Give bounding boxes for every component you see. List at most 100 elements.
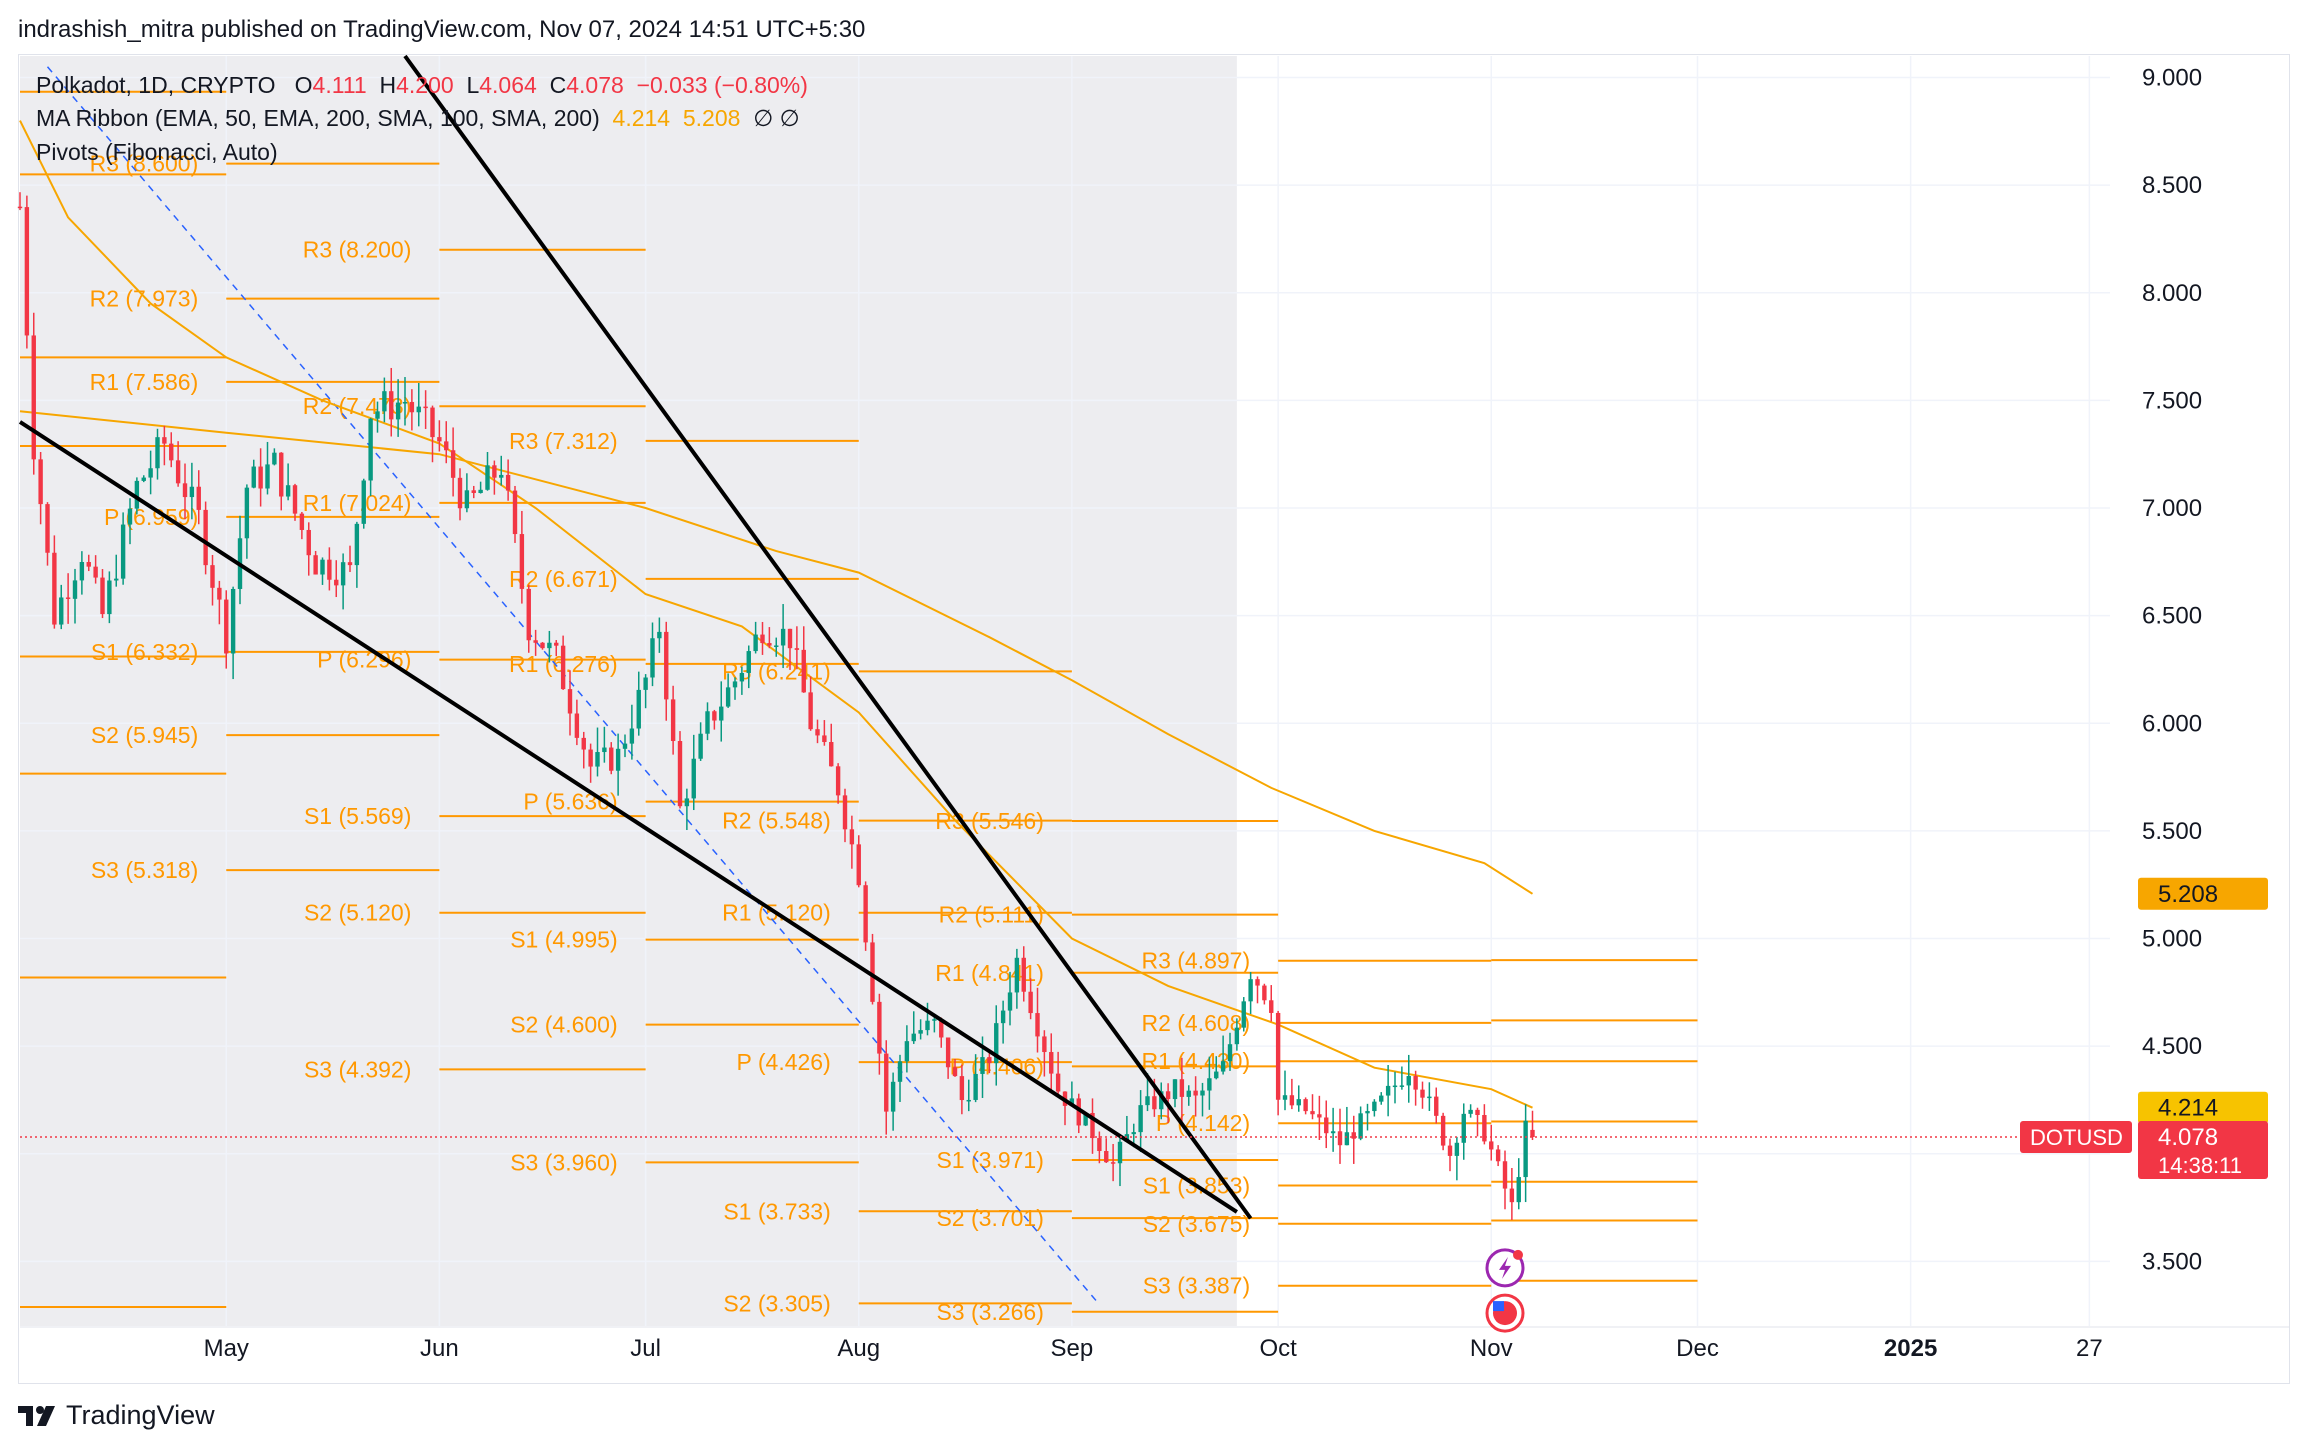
candle-body (560, 645, 566, 690)
pivot-label: R3 (8.600) (90, 151, 199, 177)
candle-body (581, 737, 586, 750)
candle-body (1220, 1061, 1226, 1072)
pivot-label: S3 (3.387) (1143, 1273, 1250, 1299)
tradingview-logo[interactable]: TradingView (18, 1400, 215, 1431)
legend-pivots[interactable]: Pivots (Fibonacci, Auto) (36, 139, 278, 166)
pivot-label: S3 (5.318) (91, 857, 198, 883)
candle-body (1214, 1071, 1219, 1079)
pivot-label: S1 (3.971) (936, 1147, 1043, 1173)
candle-body (808, 692, 813, 730)
candle-body (230, 588, 236, 654)
candle-body (1406, 1076, 1411, 1086)
candle-body (684, 798, 690, 807)
x-tick-label: Nov (1470, 1335, 1513, 1362)
candle-body (519, 534, 525, 589)
legend-o-value: 4.111 (312, 72, 367, 98)
candle-body (932, 1019, 937, 1021)
pivot-label: R3 (4.897) (1141, 948, 1250, 974)
candle-body (203, 509, 208, 566)
candle-body (169, 443, 174, 461)
publisher-line: indrashish_mitra published on TradingVie… (18, 16, 866, 43)
candle-body (760, 634, 765, 644)
candle-body (1076, 1098, 1081, 1126)
channel-upper (18, 420, 1238, 1214)
candle-body (127, 508, 133, 525)
candle-body (1117, 1141, 1123, 1164)
x-tick-label: 27 (2076, 1335, 2103, 1362)
candle-body (657, 631, 662, 639)
candle-body (1372, 1101, 1377, 1112)
candle-body (210, 565, 215, 588)
candle-body (911, 1033, 916, 1042)
candle-body (1482, 1115, 1487, 1142)
candle-body (196, 486, 201, 510)
candle-body (1509, 1188, 1515, 1203)
candle-body (182, 483, 188, 498)
candle-body (492, 465, 497, 478)
candle-body (107, 580, 112, 615)
pivot-label: R1 (4.841) (935, 960, 1044, 986)
candle-body (753, 634, 758, 652)
pivot-label: R2 (7.473) (303, 393, 412, 419)
candle-body (794, 648, 800, 650)
candle-body (1090, 1112, 1095, 1139)
candle-body (265, 464, 270, 489)
candle-body (1434, 1096, 1439, 1116)
lightning-icon (1499, 1256, 1511, 1279)
pivot-label: R2 (5.548) (722, 808, 831, 834)
legend-l-value: 4.064 (479, 72, 537, 98)
candle-body (292, 485, 298, 514)
candle-body (939, 1019, 944, 1038)
candle-body (1337, 1131, 1343, 1146)
y-tick-label: 7.000 (2142, 495, 2202, 522)
candle-body (767, 643, 772, 646)
candle-body (279, 452, 284, 497)
candle-body (272, 452, 277, 465)
candle-body (512, 490, 518, 535)
legend-ma-ribbon[interactable]: MA Ribbon (EMA, 50, EMA, 200, SMA, 100, … (36, 105, 800, 132)
legend-h-label: H (379, 72, 397, 98)
candle-body (904, 1041, 910, 1062)
candle-body (1152, 1096, 1157, 1110)
candle-body (114, 578, 119, 581)
pivot-label: R2 (6.671) (509, 566, 618, 592)
chart-frame[interactable] (18, 54, 2290, 1384)
pivot-label: R1 (4.430) (1141, 1048, 1250, 1074)
candle-body (1138, 1105, 1143, 1133)
candle-body (499, 474, 504, 478)
candle-body (1392, 1085, 1398, 1088)
pivot-label: S1 (5.569) (304, 803, 411, 829)
candle-body (1255, 979, 1260, 986)
pivot-label: S2 (5.120) (304, 900, 411, 926)
candle-body (1447, 1145, 1453, 1156)
price-marker (2138, 1091, 2268, 1124)
candle-body (395, 402, 401, 420)
candle-body (299, 513, 305, 530)
flag-canton-icon (1493, 1301, 1504, 1312)
candle-body (994, 1023, 999, 1064)
candle-body (505, 474, 511, 491)
candle-body (1193, 1090, 1198, 1096)
candle-body (251, 466, 256, 488)
x-tick-label: 2025 (1884, 1335, 1937, 1362)
x-tick-label: Sep (1051, 1335, 1094, 1362)
candle-body (1104, 1151, 1109, 1163)
legend-c-label: C (549, 72, 567, 98)
candle-body (1014, 957, 1020, 993)
candle-body (526, 588, 531, 641)
y-tick-label: 5.000 (2142, 926, 2202, 953)
candle-body (320, 559, 325, 575)
candle-body (368, 418, 373, 481)
legend-ohlc[interactable]: Polkadot, 1D, CRYPTO O4.111 H4.200 L4.06… (36, 72, 808, 99)
candle-body (952, 1067, 958, 1077)
candle-body (1186, 1090, 1191, 1097)
pivot-label: P (6.296) (317, 647, 411, 673)
price-marker (2138, 1121, 2268, 1180)
candle-body (1124, 1134, 1130, 1142)
legend-l-label: L (466, 72, 480, 98)
candle-body (1502, 1161, 1508, 1189)
candle-body (705, 711, 710, 734)
candle-body (1021, 957, 1026, 992)
y-tick-label: 8.000 (2142, 280, 2202, 307)
